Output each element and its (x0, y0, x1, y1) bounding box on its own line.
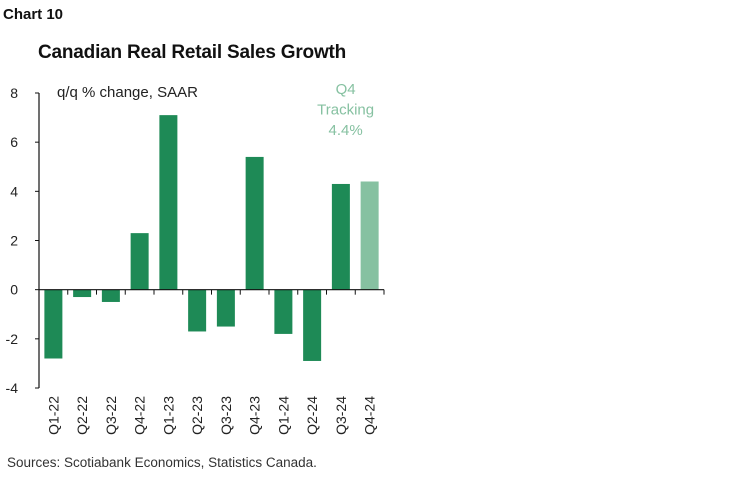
bar-q3-24 (331, 183, 350, 290)
y-tick-label: -4 (6, 380, 19, 396)
annotation-line: 4.4% (329, 122, 363, 139)
bar-q2-24 (303, 289, 322, 361)
bar-q1-24 (274, 289, 293, 334)
x-tick-label: Q1-23 (160, 396, 176, 435)
bar-q4-23 (245, 156, 264, 290)
y-tick-label: -2 (6, 331, 19, 347)
annotation-line: Tracking (317, 102, 374, 119)
x-tick-labels: Q1-22 Q2-22 Q3-22 Q4-22 Q1-23 Q2-23 Q3-23 Q4-23… (45, 396, 377, 435)
bar-q1-23 (159, 115, 178, 290)
source-note: Sources: Scotiabank Economics, Statistic… (7, 455, 317, 470)
y-tick-label: 8 (10, 85, 18, 101)
bars-group (44, 115, 379, 361)
y-tick-label: 4 (10, 183, 18, 199)
y-tick-label: 2 (10, 233, 18, 249)
y-tick-label: 0 (10, 282, 18, 298)
x-tick-label: Q1-22 (45, 396, 61, 435)
bar-q4-24 (360, 181, 379, 290)
chart-subtitle: q/q % change, SAAR (57, 84, 198, 101)
bar-q3-22 (101, 289, 120, 302)
bar-q3-23 (216, 289, 235, 327)
x-tick-label: Q3-22 (103, 396, 119, 435)
x-tick-label: Q4-24 (362, 396, 378, 435)
x-tick-label: Q4-22 (132, 396, 148, 435)
x-tick-label: Q1-24 (275, 396, 291, 435)
axes-group (35, 92, 385, 389)
tracking-annotation: Q4 Tracking 4.4% (317, 81, 374, 139)
annotation-line: Q4 (336, 81, 356, 98)
y-tick-labels: -4 -2 0 2 4 6 8 (6, 85, 19, 396)
x-tick-label: Q2-23 (189, 396, 205, 435)
bar-q4-22 (130, 233, 149, 290)
y-tick-label: 6 (10, 134, 18, 150)
chart-title: Canadian Real Retail Sales Growth (38, 42, 347, 63)
x-tick-label: Q4-23 (247, 396, 263, 435)
x-tick-label: Q3-24 (333, 396, 349, 435)
x-tick-label: Q3-23 (218, 396, 234, 435)
bar-q2-23 (188, 289, 207, 332)
x-tick-label: Q2-24 (304, 396, 320, 435)
x-tick-label: Q2-22 (74, 396, 90, 435)
bar-q1-22 (44, 289, 63, 359)
bar-q2-22 (73, 289, 92, 298)
chart-number-label: Chart 10 (3, 6, 64, 23)
